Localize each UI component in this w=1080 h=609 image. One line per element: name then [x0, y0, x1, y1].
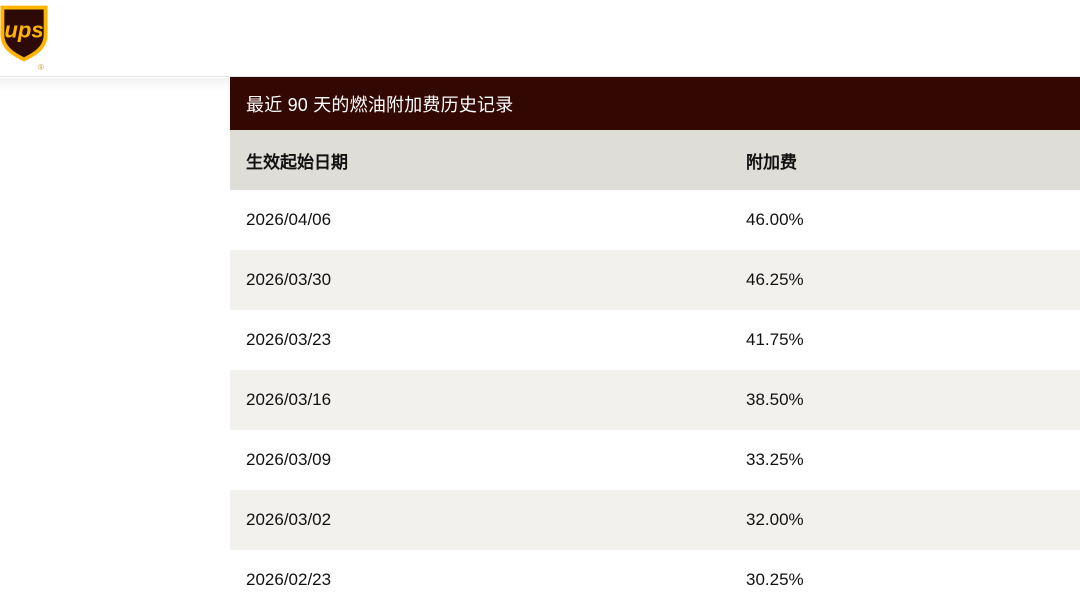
ups-logo-icon[interactable]: ups ®: [0, 4, 52, 72]
cell-effective-date: 2026/03/30: [246, 270, 332, 289]
table-row: 2026/03/09 33.25%: [230, 430, 1080, 490]
table-row: 2026/03/23 41.75%: [230, 310, 1080, 370]
table-header-row: 生效起始日期 附加费: [230, 130, 1080, 190]
table-row: 2026/03/02 32.00%: [230, 490, 1080, 550]
cell-effective-date: 2026/03/02: [246, 510, 332, 529]
cell-surcharge: 33.25%: [746, 450, 804, 469]
cell-surcharge: 46.25%: [746, 270, 804, 289]
cell-surcharge: 46.00%: [746, 210, 804, 229]
ups-logo-text: ups: [4, 17, 43, 42]
registered-trademark: ®: [38, 63, 44, 72]
table-body: 2026/04/06 46.00% 2026/03/30 46.25% 2026/03/…: [230, 190, 1080, 609]
cell-effective-date: 2026/04/06: [246, 210, 332, 229]
cell-surcharge: 41.75%: [746, 330, 804, 349]
cell-effective-date: 2026/02/23: [246, 570, 332, 589]
table-row: 2026/04/06 46.00%: [230, 190, 1080, 250]
column-header-effective-date: 生效起始日期: [246, 152, 348, 172]
header-shadow: [0, 78, 230, 92]
cell-effective-date: 2026/03/16: [246, 390, 332, 409]
table-row: 2026/03/30 46.25%: [230, 250, 1080, 310]
table-row: 2026/02/23 30.25%: [230, 550, 1080, 609]
site-header: ups ®: [0, 0, 1080, 77]
cell-effective-date: 2026/03/09: [246, 450, 332, 469]
fuel-surcharge-history-panel: 最近 90 天的燃油附加费历史记录 生效起始日期 附加费 2026/04/06 4…: [230, 77, 1080, 609]
column-header-surcharge: 附加费: [746, 152, 797, 172]
cell-surcharge: 30.25%: [746, 570, 804, 589]
panel-title: 最近 90 天的燃油附加费历史记录: [230, 77, 1080, 130]
table-row: 2026/03/16 38.50%: [230, 370, 1080, 430]
cell-effective-date: 2026/03/23: [246, 330, 332, 349]
cell-surcharge: 32.00%: [746, 510, 804, 529]
cell-surcharge: 38.50%: [746, 390, 804, 409]
